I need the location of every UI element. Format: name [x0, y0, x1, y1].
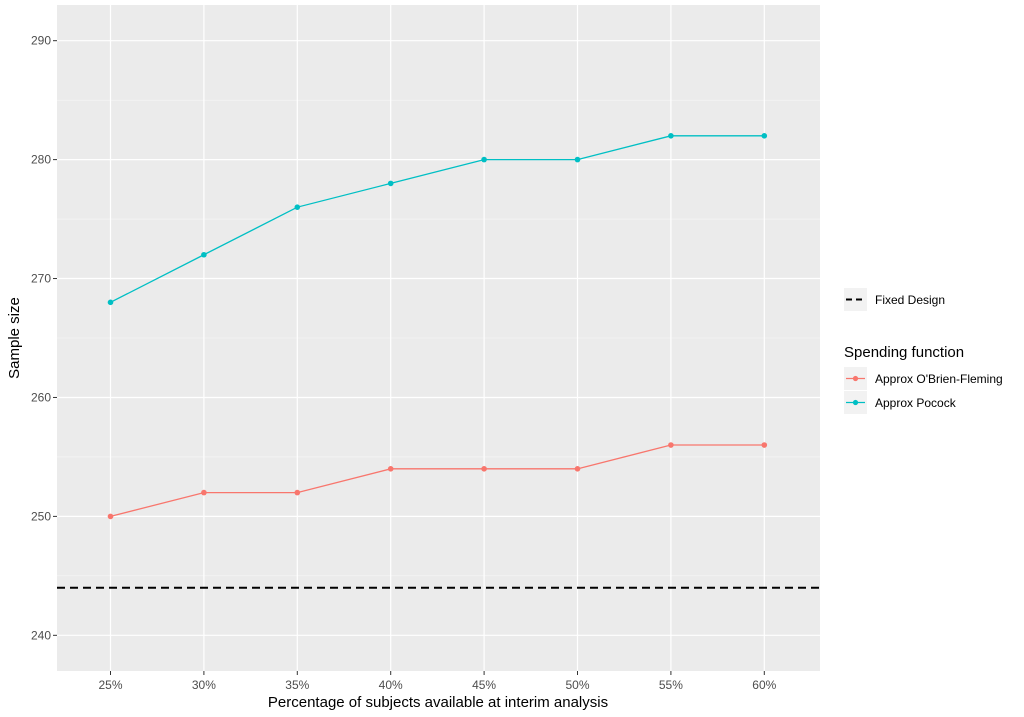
y-tick-label: 290: [31, 34, 51, 48]
x-tick-label: 25%: [98, 678, 122, 692]
data-point-1-3: [387, 180, 394, 187]
legend-fixed-design: Fixed Design: [844, 288, 945, 311]
data-point-0-5: [574, 466, 581, 472]
data-point-1-4: [481, 156, 487, 163]
x-axis-title: Percentage of subjects available at inte…: [268, 694, 608, 711]
x-tick-label: 50%: [565, 678, 589, 692]
legend-label-fixed-design: Fixed Design: [875, 293, 945, 307]
x-tick-label: 60%: [752, 678, 776, 692]
series-line-1: [110, 135, 765, 303]
y-tick-label: 270: [31, 272, 51, 286]
data-point-0-7: [761, 442, 768, 448]
series-layer: [107, 133, 768, 520]
grid-minor: [57, 99, 820, 577]
legend-key-point-pocock: [852, 399, 859, 406]
legend-key-background: [844, 288, 867, 311]
y-tick-label: 260: [31, 390, 51, 404]
data-point-1-7: [761, 133, 768, 139]
data-point-1-1: [201, 251, 207, 258]
data-point-0-3: [387, 466, 394, 472]
y-tick-label: 240: [31, 628, 51, 642]
x-tick-label: 40%: [379, 678, 403, 692]
data-point-0-0: [107, 513, 114, 520]
x-tick-label: 55%: [659, 678, 683, 692]
legend-label-obf: Approx O'Brien-Fleming: [875, 372, 1003, 386]
x-tick-label: 35%: [285, 678, 309, 692]
x-axis: 25% 30% 35% 40% 45% 50% 55% 60%: [98, 671, 777, 692]
data-point-1-6: [668, 133, 674, 139]
y-tick-label: 280: [31, 153, 51, 167]
data-point-1-0: [107, 299, 114, 306]
legend-title: Spending function: [844, 344, 964, 361]
x-tick-label: 30%: [192, 678, 216, 692]
y-axis-title: Sample size: [6, 297, 23, 379]
data-point-0-2: [294, 489, 301, 496]
series-line-0: [110, 444, 765, 518]
y-tick-label: 250: [31, 509, 51, 523]
y-axis: 240 250 260 270 280 290: [31, 34, 57, 642]
legend-key-point-obf: [852, 375, 859, 382]
data-point-0-1: [201, 489, 207, 496]
grid-major: [57, 5, 820, 671]
x-tick-label: 45%: [472, 678, 496, 692]
legend-label-pocock: Approx Pocock: [875, 396, 957, 410]
data-point-0-4: [481, 466, 487, 472]
data-point-1-2: [294, 204, 301, 210]
data-point-1-5: [574, 156, 581, 163]
data-point-0-6: [668, 442, 674, 448]
legend-spending-function: Spending function Approx O'Brien-Fleming…: [844, 344, 1003, 414]
